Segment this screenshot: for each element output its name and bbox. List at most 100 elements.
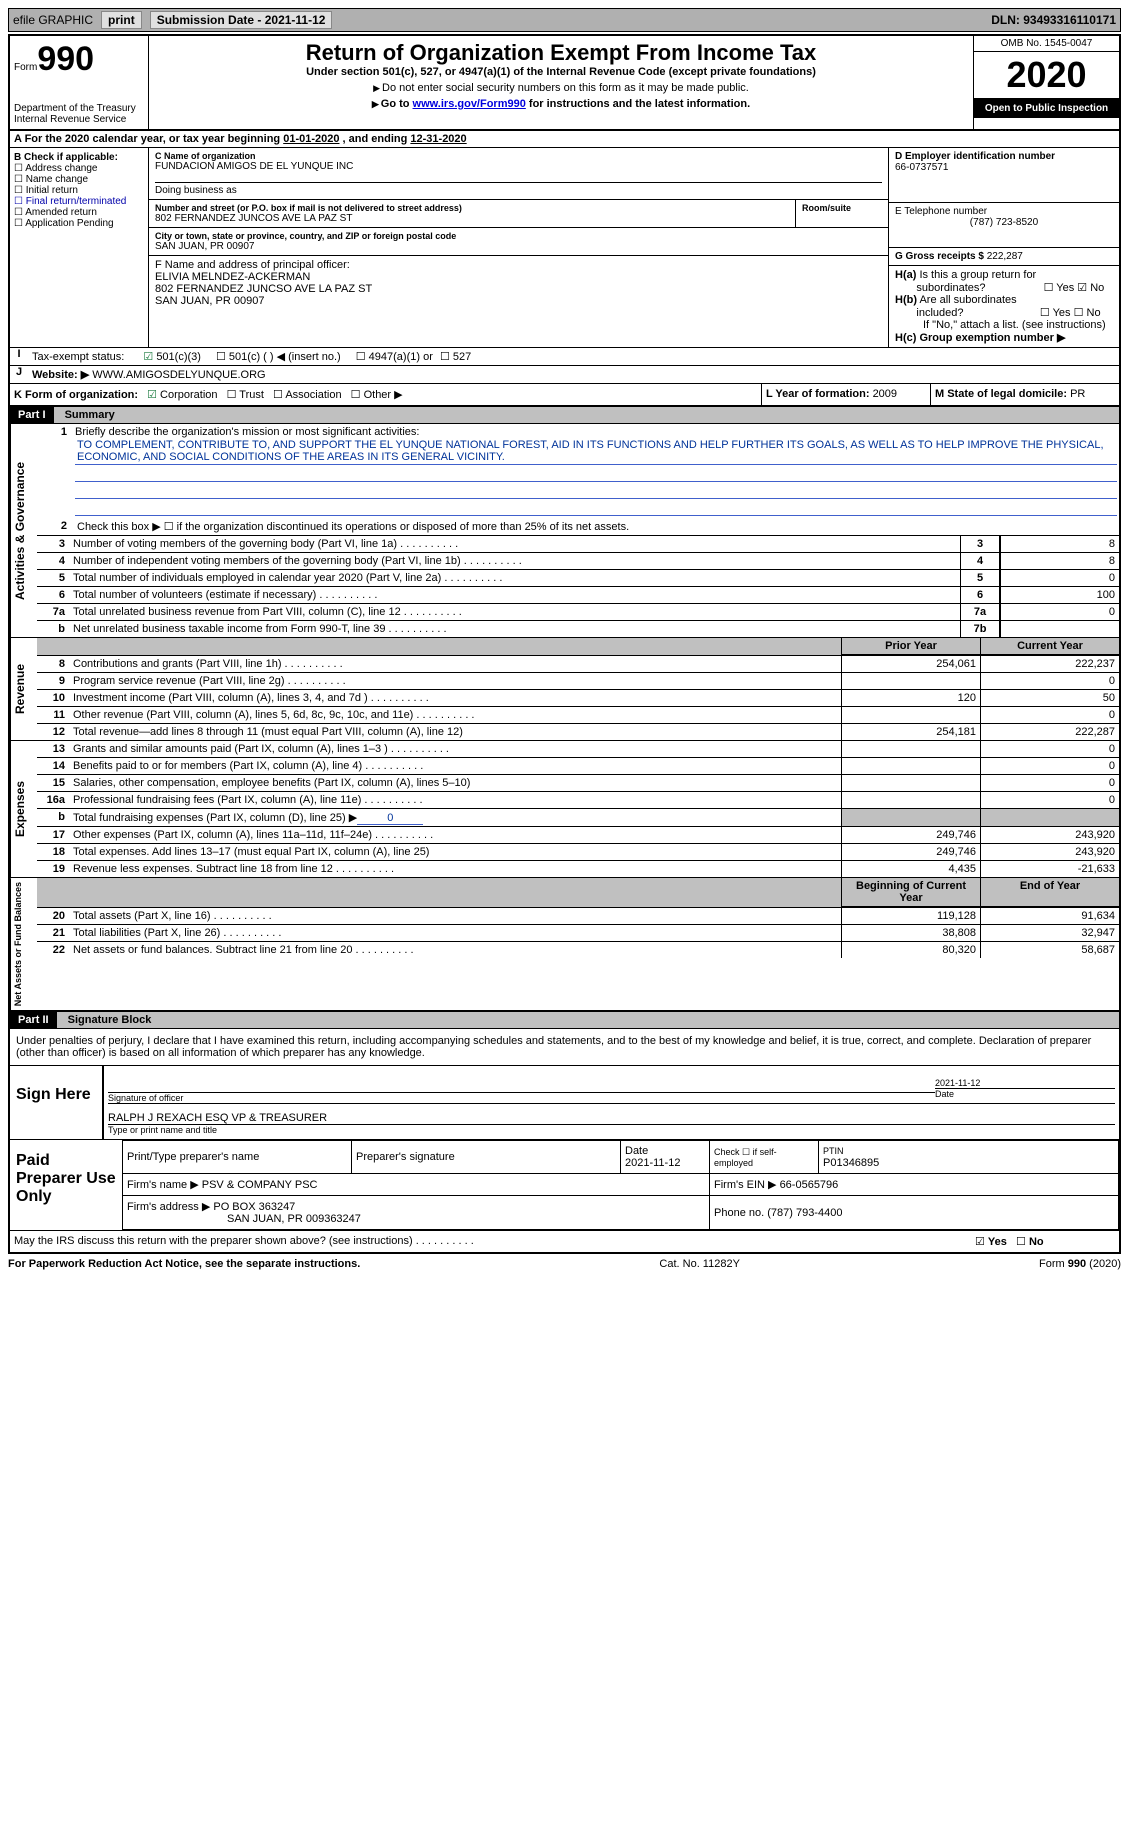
- section-c: C Name of organization FUNDACION AMIGOS …: [149, 148, 888, 347]
- line12-cy: 222,287: [980, 724, 1119, 740]
- line4-box: 4: [960, 553, 1000, 569]
- line16b-text: Total fundraising expenses (Part IX, col…: [73, 812, 357, 824]
- firm-addr1: PO BOX 363247: [213, 1201, 295, 1213]
- sig-officer-label: Signature of officer: [108, 1092, 935, 1103]
- line7b-box: 7b: [960, 621, 1000, 637]
- check-corp[interactable]: Corporation: [147, 389, 217, 401]
- line12-py: 254,181: [841, 724, 980, 740]
- city-label: City or town, state or province, country…: [155, 231, 882, 241]
- line21-text: Total liabilities (Part X, line 26): [73, 927, 281, 939]
- form-org-label: K Form of organization:: [14, 389, 138, 401]
- line10-cy: 50: [980, 690, 1119, 706]
- period-mid: , and ending: [343, 133, 411, 145]
- line16a-text: Professional fundraising fees (Part IX, …: [73, 794, 423, 806]
- line8-text: Contributions and grants (Part VIII, lin…: [73, 658, 343, 670]
- line13-py: [841, 741, 980, 757]
- line11-cy: 0: [980, 707, 1119, 723]
- org-name-label: C Name of organization: [155, 151, 882, 161]
- line22-text: Net assets or fund balances. Subtract li…: [73, 944, 414, 956]
- period-end: 12-31-2020: [410, 133, 466, 145]
- line4-text: Number of independent voting members of …: [73, 555, 522, 567]
- line20-text: Total assets (Part X, line 16): [73, 910, 272, 922]
- line15-py: [841, 775, 980, 791]
- check-initial-return[interactable]: Initial return: [14, 185, 144, 196]
- tax-year: 2020: [974, 52, 1119, 99]
- ptin-label: PTIN: [823, 1146, 844, 1156]
- irs-link[interactable]: www.irs.gov/Form990: [413, 98, 526, 110]
- org-name: FUNDACION AMIGOS DE EL YUNQUE INC: [155, 161, 882, 172]
- hb-no[interactable]: No: [1087, 307, 1101, 319]
- prep-sig-label: Preparer's signature: [352, 1141, 621, 1174]
- check-other[interactable]: Other ▶: [351, 389, 403, 401]
- check-501c3[interactable]: 501(c)(3): [143, 351, 201, 363]
- paid-preparer-label: Paid Preparer Use Only: [10, 1140, 122, 1230]
- org-address: 802 FERNANDEZ JUNCOS AVE LA PAZ ST: [155, 213, 789, 224]
- year-formation: 2009: [873, 388, 897, 400]
- sign-here-label: Sign Here: [10, 1066, 102, 1139]
- addr-label: Number and street (or P.O. box if mail i…: [155, 203, 789, 213]
- check-amended[interactable]: Amended return: [14, 207, 144, 218]
- sig-date: 2021-11-12: [935, 1078, 1115, 1088]
- check-4947[interactable]: 4947(a)(1) or: [356, 351, 433, 363]
- firm-addr-label: Firm's address ▶: [127, 1201, 210, 1213]
- irs-yes[interactable]: Yes: [988, 1236, 1007, 1248]
- hb-yes[interactable]: Yes: [1053, 307, 1071, 319]
- line6-text: Total number of volunteers (estimate if …: [73, 589, 377, 601]
- ein-value: 66-0737571: [895, 162, 1113, 173]
- begin-year-header: Beginning of Current Year: [841, 878, 980, 907]
- check-name-change[interactable]: Name change: [14, 174, 144, 185]
- q2-label: Check this box ▶ ☐ if the organization d…: [73, 518, 1119, 535]
- line22-py: 80,320: [841, 942, 980, 958]
- section-b: B Check if applicable: Address change Na…: [10, 148, 149, 347]
- current-year-header: Current Year: [980, 638, 1119, 655]
- check-527[interactable]: 527: [440, 351, 471, 363]
- firm-ein: 66-0565796: [780, 1179, 839, 1191]
- domicile: PR: [1070, 388, 1085, 400]
- line11-text: Other revenue (Part VIII, column (A), li…: [73, 709, 474, 721]
- check-address-change[interactable]: Address change: [14, 163, 144, 174]
- gross-label: G Gross receipts $: [895, 251, 987, 262]
- line6-val: 100: [1000, 587, 1119, 603]
- website-label: Website: ▶: [32, 369, 89, 381]
- line17-py: 249,746: [841, 827, 980, 843]
- line5-box: 5: [960, 570, 1000, 586]
- top-toolbar: efile GRAPHIC print Submission Date - 20…: [8, 8, 1121, 32]
- check-application-pending[interactable]: Application Pending: [14, 218, 144, 229]
- form-number: 990: [37, 40, 94, 78]
- check-501c[interactable]: 501(c) ( ) ◀ (insert no.): [216, 351, 341, 363]
- note-goto-prefix: Go to: [381, 98, 413, 110]
- check-assoc[interactable]: Association: [273, 389, 342, 401]
- officer-name-title: RALPH J REXACH ESQ VP & TREASURER: [108, 1112, 1115, 1125]
- line14-py: [841, 758, 980, 774]
- irs-no[interactable]: No: [1029, 1236, 1044, 1248]
- line3-box: 3: [960, 536, 1000, 552]
- line19-cy: -21,633: [980, 861, 1119, 877]
- check-trust[interactable]: Trust: [227, 389, 264, 401]
- phone-label: E Telephone number: [895, 206, 1113, 217]
- line17-cy: 243,920: [980, 827, 1119, 843]
- side-expenses: Expenses: [10, 741, 37, 877]
- ha-no[interactable]: No: [1090, 282, 1104, 294]
- line15-cy: 0: [980, 775, 1119, 791]
- side-governance: Activities & Governance: [10, 424, 37, 637]
- line17-text: Other expenses (Part IX, column (A), lin…: [73, 829, 433, 841]
- end-year-header: End of Year: [980, 878, 1119, 907]
- line18-cy: 243,920: [980, 844, 1119, 860]
- line9-cy: 0: [980, 673, 1119, 689]
- check-final-return[interactable]: Final return/terminated: [14, 196, 144, 207]
- phone-value: (787) 723-8520: [895, 217, 1113, 228]
- irs-discuss-text: May the IRS discuss this return with the…: [14, 1235, 474, 1247]
- note-ssn: Do not enter social security numbers on …: [382, 82, 749, 94]
- officer-addr1: 802 FERNANDEZ JUNCSO AVE LA PAZ ST: [155, 283, 882, 295]
- period-row: A For the 2020 calendar year, or tax yea…: [10, 131, 1119, 148]
- print-button[interactable]: print: [101, 11, 142, 29]
- line20-py: 119,128: [841, 908, 980, 924]
- check-self-employed[interactable]: Check ☐ if self-employed: [710, 1141, 819, 1174]
- line4-val: 8: [1000, 553, 1119, 569]
- part2-title: Signature Block: [60, 1014, 152, 1026]
- ptin-value: P01346895: [823, 1157, 879, 1169]
- submission-date: Submission Date - 2021-11-12: [150, 11, 333, 29]
- year-formation-label: L Year of formation:: [766, 388, 873, 400]
- ha-yes[interactable]: Yes: [1056, 282, 1074, 294]
- line18-text: Total expenses. Add lines 13–17 (must eq…: [69, 844, 841, 860]
